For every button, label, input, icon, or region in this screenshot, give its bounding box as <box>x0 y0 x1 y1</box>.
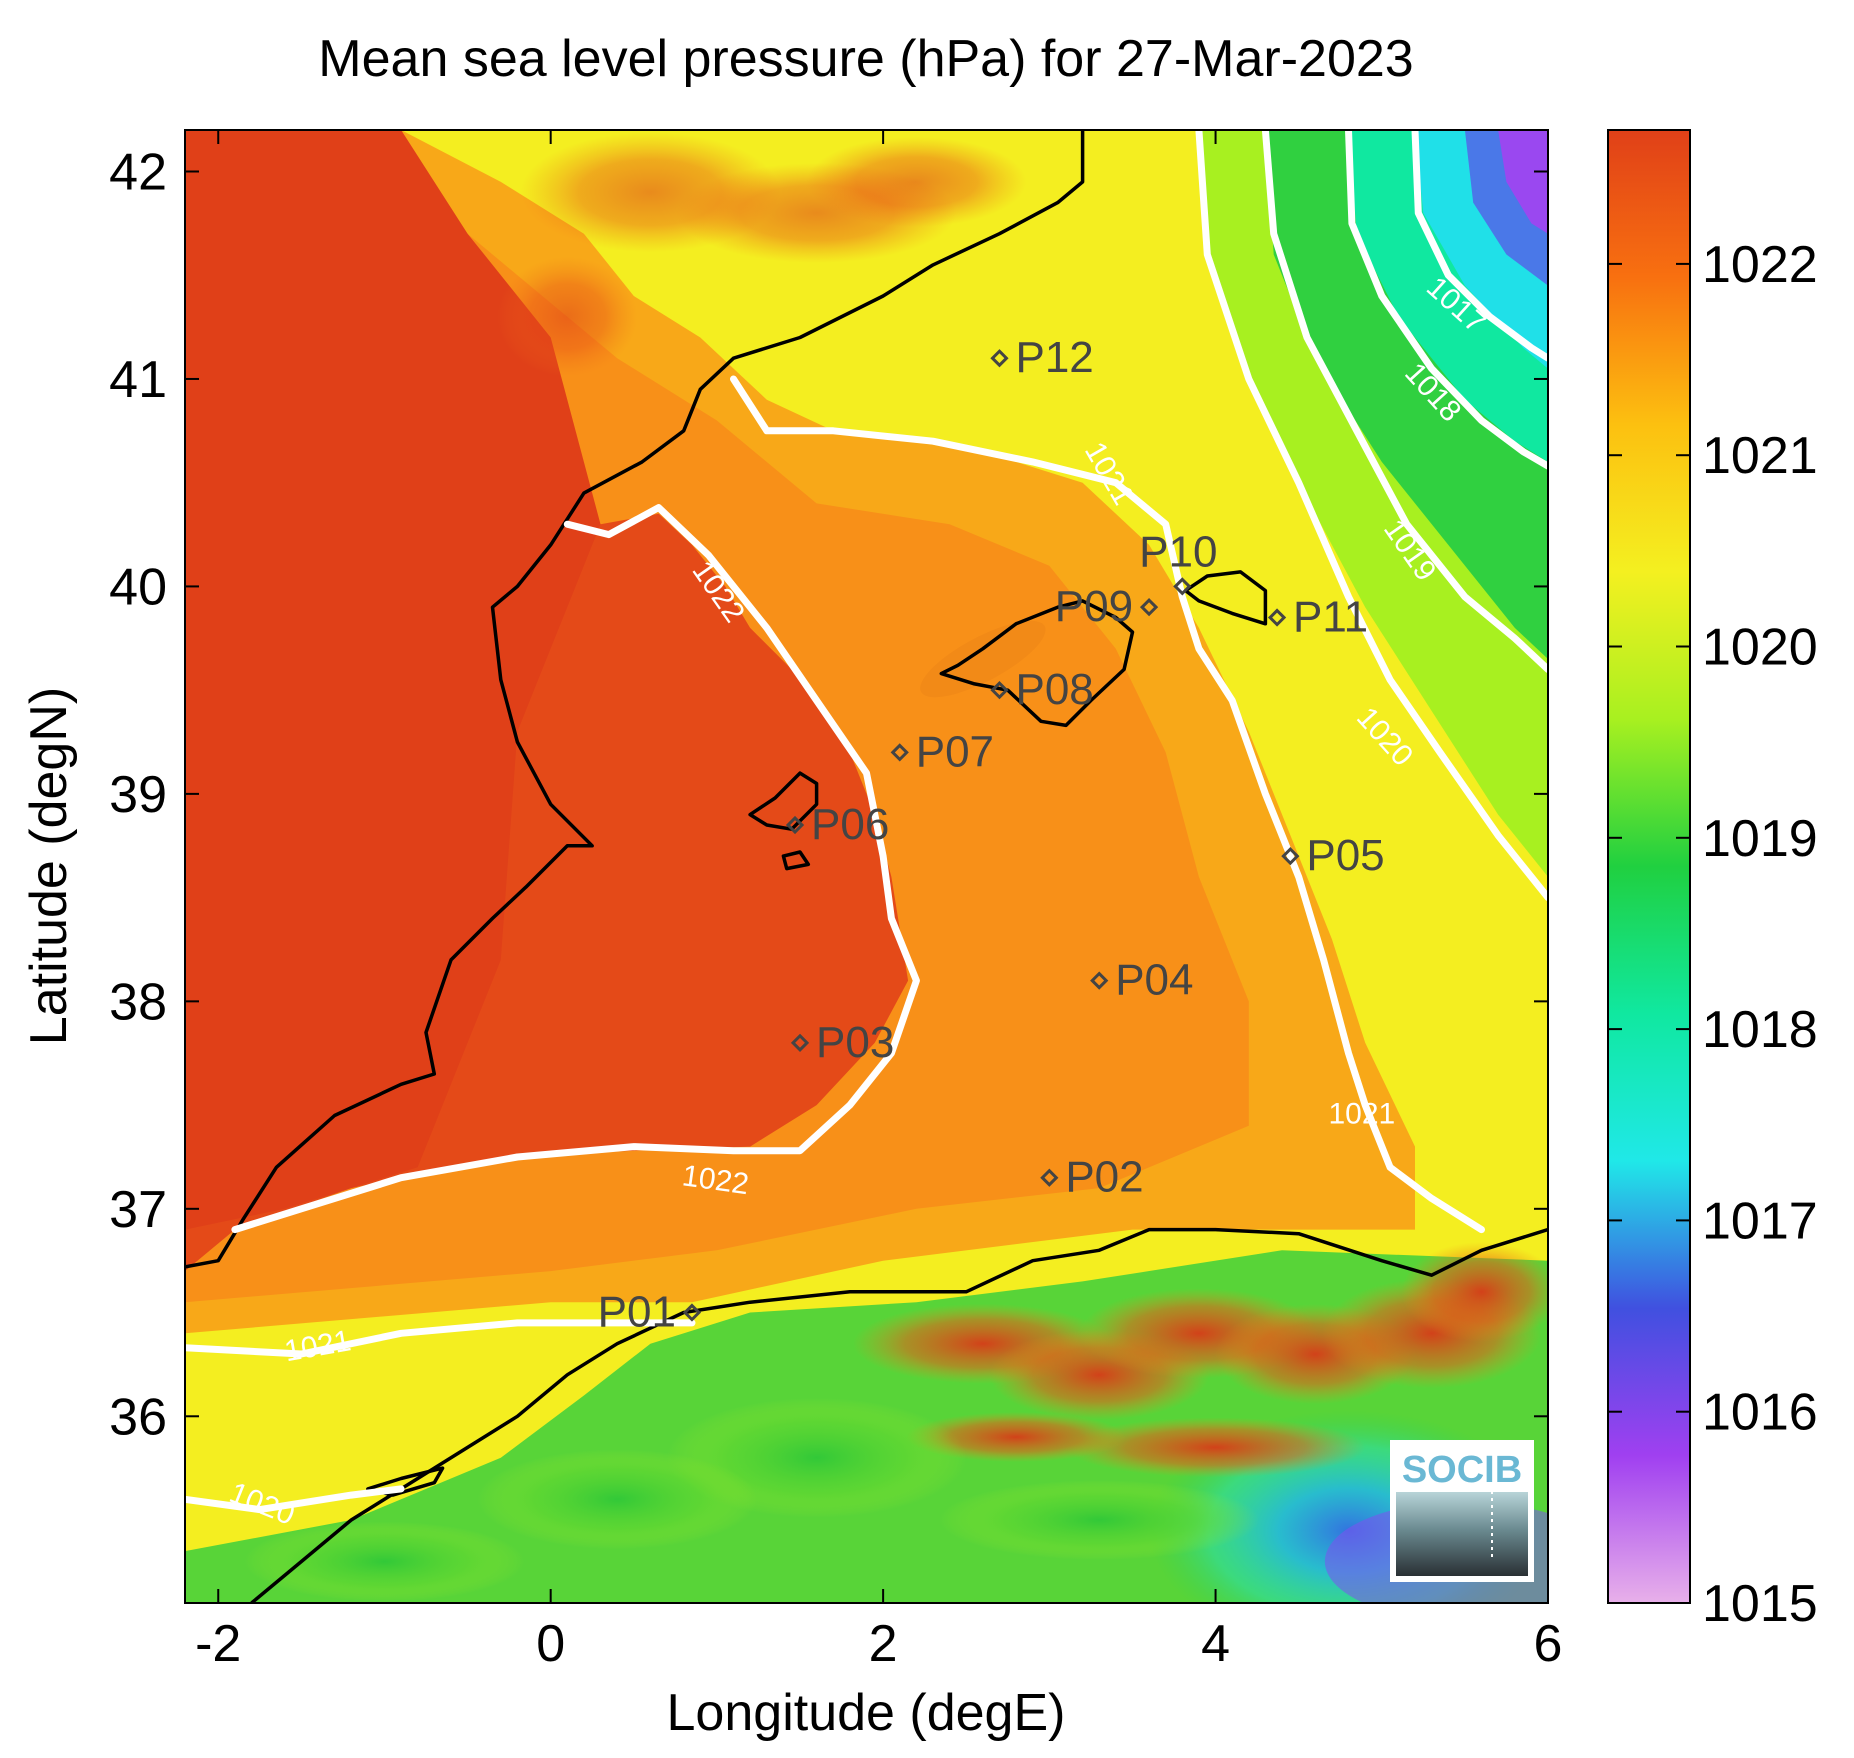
colorbar-tick-label: 1018 <box>1702 1001 1818 1059</box>
station-p09: P09 <box>1055 582 1159 631</box>
colorbar-tick-label: 1020 <box>1702 619 1818 677</box>
station-p07: P07 <box>890 727 994 776</box>
plot-area: 1017101810191020102010211021102110221022… <box>109 129 1562 1673</box>
station-label: P09 <box>1055 582 1133 631</box>
station-p01: P01 <box>598 1288 702 1337</box>
coastline-segment <box>939 599 1135 728</box>
y-tick-label: 41 <box>109 351 167 409</box>
station-label: P10 <box>1139 527 1217 576</box>
station-label: P04 <box>1115 956 1193 1005</box>
coastline-segment <box>781 850 811 871</box>
contour-line <box>231 504 920 1234</box>
contour-line <box>1195 130 1548 902</box>
station-label: P01 <box>598 1288 676 1337</box>
station-marker <box>1090 971 1109 990</box>
station-p11: P11 <box>1267 593 1368 642</box>
station-p06: P06 <box>785 800 889 849</box>
contour-label: 1021 <box>1328 1097 1395 1130</box>
station-p08: P08 <box>990 665 1094 714</box>
contour-line <box>1345 130 1548 470</box>
coastline <box>185 130 1548 1603</box>
x-tick-label: 6 <box>1534 1615 1563 1673</box>
station-marker <box>790 1033 810 1052</box>
y-tick-label: 38 <box>109 973 167 1031</box>
coastline-segment <box>250 1227 1548 1603</box>
station-p03: P03 <box>790 1018 894 1067</box>
y-tick-label: 40 <box>109 558 167 616</box>
station-label: P12 <box>1015 333 1093 382</box>
station-p10: P10 <box>1139 527 1217 596</box>
station-marker <box>785 815 805 835</box>
station-label: P05 <box>1306 831 1384 880</box>
station-label: P03 <box>816 1018 894 1067</box>
station-label: P06 <box>811 800 889 849</box>
station-label: P07 <box>916 727 994 776</box>
contour-line <box>1411 130 1548 362</box>
colorbar-tick-label: 1019 <box>1702 810 1818 868</box>
x-tick-label: 2 <box>869 1615 898 1673</box>
station-marker <box>990 681 1009 700</box>
y-axis-label: Latitude (degN) <box>20 687 78 1045</box>
station-marker <box>1040 1168 1059 1187</box>
station-p05: P05 <box>1281 831 1385 880</box>
contour-line <box>185 1485 405 1514</box>
field-band-1022-west <box>185 130 601 1230</box>
station-marker <box>890 743 909 762</box>
station-marker <box>1281 847 1300 866</box>
y-tick-label: 36 <box>109 1388 167 1446</box>
y-tick-label: 39 <box>109 766 167 824</box>
colorbar-tick-label: 1015 <box>1702 1575 1818 1633</box>
field-relief <box>244 1521 525 1602</box>
coastline-segment <box>1183 570 1268 626</box>
contour-line <box>1261 130 1548 673</box>
contour-lines <box>185 130 1548 1514</box>
title: Mean sea level pressure (hPa) for 27-Mar… <box>318 30 1413 88</box>
contour-line <box>730 375 1485 1234</box>
station-p02: P02 <box>1040 1153 1144 1202</box>
x-axis: -2 0 2 4 6 <box>195 130 1562 1673</box>
field-relief <box>1065 1417 1366 1478</box>
field-relief <box>477 1449 758 1550</box>
station-marker <box>1139 598 1159 617</box>
station-marker <box>1267 608 1287 627</box>
field-relief <box>806 136 1027 227</box>
socib-logo: SOCIB <box>1390 1440 1534 1582</box>
coastline-segment <box>366 1466 445 1497</box>
station-label: P02 <box>1065 1153 1143 1202</box>
colorbar-tick-label: 1016 <box>1702 1384 1818 1442</box>
coastline-segment <box>748 771 819 831</box>
y-tick-label: 42 <box>109 143 167 201</box>
colorbar-tick-label: 1022 <box>1702 236 1818 294</box>
chart-title: Mean sea level pressure (hPa) for 27-Mar… <box>318 30 1413 88</box>
field-relief <box>939 1480 1260 1561</box>
station-marker <box>990 349 1009 368</box>
x-tick-label: -2 <box>195 1615 241 1673</box>
socib-logo-text: SOCIB <box>1402 1449 1522 1491</box>
x-axis-label: Longitude (degE) <box>667 1684 1066 1742</box>
pressure-field <box>185 130 1548 1603</box>
coastline-segment <box>185 130 1085 1269</box>
field-relief <box>497 256 638 377</box>
station-label: P08 <box>1015 665 1093 714</box>
contour-line <box>185 1319 696 1358</box>
field-band-1015 <box>1498 130 1548 234</box>
x-tick-label: 4 <box>1201 1615 1230 1673</box>
station-p12: P12 <box>990 333 1094 382</box>
station-marker <box>1173 577 1192 596</box>
station-p04: P04 <box>1090 956 1194 1005</box>
colorbar-tick-label: 1021 <box>1702 427 1818 485</box>
station-label: P11 <box>1293 593 1368 642</box>
colorbar-scale <box>1607 129 1691 1604</box>
x-tick-label: 0 <box>536 1615 565 1673</box>
plot-frame <box>184 129 1549 1604</box>
station-marker <box>682 1303 702 1322</box>
y-axis: 36 37 38 39 40 41 42 <box>109 143 1548 1446</box>
field-relief <box>1401 1241 1548 1342</box>
colorbar-tick-label: 1017 <box>1702 1192 1818 1250</box>
y-tick-label: 37 <box>109 1181 167 1239</box>
colorbar: 1015 1016 1017 1018 1019 1020 1021 1022 <box>1607 129 1818 1633</box>
